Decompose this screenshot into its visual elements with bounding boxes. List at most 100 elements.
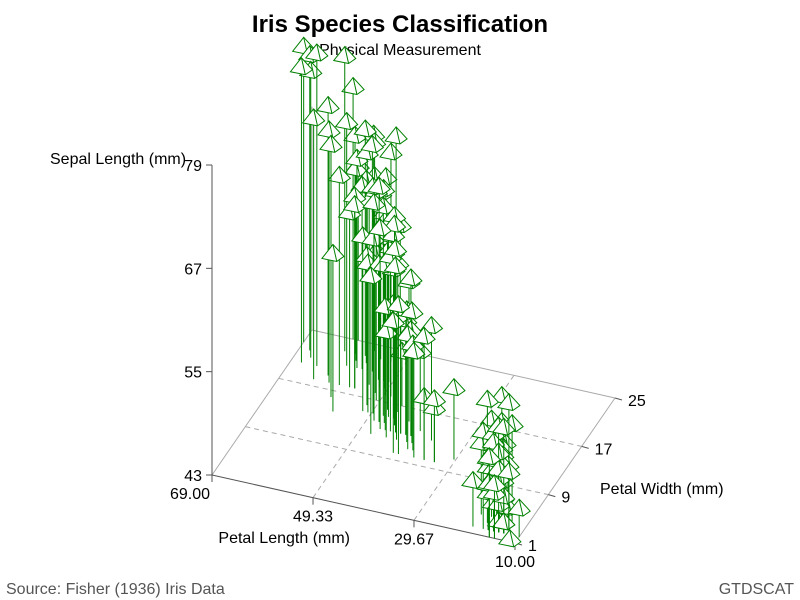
data-point [321, 243, 345, 412]
data-marker-edge [364, 119, 370, 138]
data-marker-edge [352, 77, 358, 95]
data-marker-edge [384, 297, 390, 315]
data-marker-edge [423, 327, 429, 345]
chart-subtitle: Physical Measurement [319, 42, 481, 59]
data-marker [442, 377, 466, 397]
data-marker-edge [433, 389, 439, 407]
data-marker-edge [395, 239, 400, 257]
z-tick-label: 55 [184, 365, 202, 382]
z-tick-label: 43 [184, 468, 202, 485]
data-marker-edge [371, 135, 377, 153]
data-point [291, 36, 316, 343]
petal-length-axis-line [211, 474, 516, 544]
data-point [401, 341, 426, 458]
data-point [383, 256, 408, 433]
data-marker-edge [472, 471, 478, 489]
y-tick-label: 1 [528, 538, 537, 555]
data-point [358, 266, 383, 434]
data-marker [497, 529, 522, 548]
y-tick [581, 445, 589, 449]
data-point [298, 60, 323, 358]
floor-left-edge [211, 329, 313, 476]
data-marker-edge [328, 120, 334, 139]
graph-id-footnote: GTDSCAT [719, 581, 794, 598]
data-marker-edge [316, 43, 322, 62]
data-marker-edge [344, 46, 350, 64]
data-point [461, 470, 485, 527]
data-marker-edge [379, 218, 385, 237]
data-point [297, 44, 322, 351]
data-point [334, 111, 359, 366]
data-marker [475, 389, 500, 408]
y-tick [548, 494, 556, 498]
data-marker-edge [395, 256, 400, 274]
data-marker-edge [410, 268, 416, 287]
data-marker [316, 95, 340, 115]
data-marker-edge [370, 266, 376, 285]
x-tick-label: 29.67 [394, 531, 434, 548]
data-marker-edge [453, 378, 459, 396]
y-tick-label: 9 [561, 490, 570, 507]
data-marker-edge [338, 166, 344, 184]
y-axis-label: Petal Width (mm) [600, 481, 724, 498]
data-point [507, 498, 531, 537]
y-tick [614, 397, 623, 401]
data-marker-edge [395, 126, 401, 145]
data-point [316, 95, 340, 376]
data-marker [384, 126, 408, 145]
z-tick-label: 67 [184, 261, 202, 278]
z-tick-label: 79 [184, 158, 202, 175]
data-point [412, 326, 436, 460]
data-marker-edge [390, 142, 396, 161]
x-tick-label: 10.00 [495, 554, 535, 571]
axes: 43 55 67 79 69.00 49.33 29.67 10.001 9 17 25 [170, 158, 646, 571]
data-point [422, 389, 447, 463]
data-marker-edge [373, 193, 379, 211]
data-marker-edge [503, 418, 509, 436]
data-marker-edge [413, 342, 419, 360]
data-point [327, 165, 352, 385]
y-tick-label: 25 [628, 393, 646, 410]
data-marker-edge [332, 244, 338, 262]
data-point [442, 377, 466, 460]
x-axis-label: Petal Length (mm) [218, 530, 350, 547]
data-marker-edge [508, 462, 514, 480]
source-footnote: Source: Fisher (1936) Iris Data [6, 581, 225, 598]
data-marker-edge [327, 96, 333, 114]
data-marker-edge [378, 177, 384, 195]
data-marker-edge [346, 112, 352, 130]
y-tick-label: 17 [595, 441, 613, 458]
data-points [289, 36, 531, 548]
data-marker-edge [392, 311, 398, 329]
data-point [497, 529, 522, 548]
data-marker-edge [300, 57, 306, 75]
chart-title: Iris Species Classification [252, 11, 548, 38]
data-marker-edge [503, 512, 509, 531]
data-marker-edge [330, 135, 336, 153]
data-marker-edge [518, 499, 524, 517]
data-point [386, 294, 411, 455]
data-marker [321, 243, 345, 262]
z-axis-label: Sepal Length (mm) [50, 151, 186, 168]
data-marker-edge [313, 108, 318, 126]
data-point [332, 45, 357, 352]
grid-line-petal-width [245, 426, 549, 496]
data-point [482, 473, 507, 539]
data-marker [319, 134, 343, 153]
data-marker-edge [493, 474, 499, 492]
data-marker-edge [385, 167, 391, 185]
data-marker-edge [511, 414, 517, 432]
data-marker-edge [498, 442, 503, 460]
data-marker [341, 76, 365, 96]
data-marker-edge [488, 447, 494, 465]
data-marker-edge [397, 295, 403, 313]
data-marker-edge [394, 215, 399, 233]
data-marker-edge [430, 316, 436, 334]
data-marker-edge [509, 529, 515, 547]
x-tick-label: 49.33 [293, 509, 333, 526]
data-marker-edge [486, 390, 492, 408]
floor-right-edge [514, 397, 616, 544]
data-point [289, 56, 314, 363]
data-marker-edge [354, 195, 360, 213]
